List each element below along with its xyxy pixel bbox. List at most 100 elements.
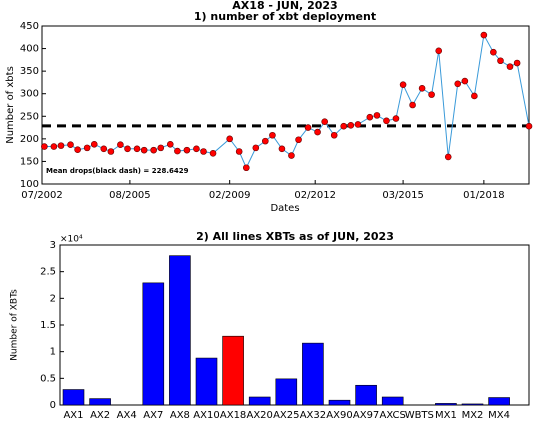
x-tick-label: AX32 — [300, 410, 326, 421]
data-point — [409, 101, 416, 109]
data-point — [50, 143, 58, 150]
y-tick-label: 300 — [20, 89, 39, 100]
bar — [461, 403, 484, 406]
bar — [142, 282, 165, 406]
data-point — [461, 77, 469, 85]
x-tick-label: 08/2005 — [109, 190, 151, 201]
data-point — [235, 148, 243, 155]
bar — [435, 403, 457, 406]
data-point — [183, 146, 191, 154]
bar — [275, 378, 298, 406]
data-point — [304, 124, 312, 131]
y-multiplier: ×10⁴ — [60, 235, 83, 245]
data-point — [525, 122, 533, 130]
data-point — [124, 145, 131, 153]
x-tick-label: MX1 — [435, 410, 457, 421]
x-axis-label: Dates — [270, 203, 299, 214]
data-point — [392, 115, 400, 122]
x-tick-label: WBTS — [405, 410, 434, 421]
data-line — [44, 33, 530, 169]
data-point — [166, 140, 174, 148]
bar — [381, 396, 404, 406]
bar — [488, 397, 510, 406]
data-point — [133, 145, 141, 153]
data-point — [330, 131, 338, 139]
data-point — [366, 113, 374, 121]
data-point — [399, 81, 407, 88]
chart-title: AX18 - JUN, 2023 — [232, 0, 337, 12]
data-point — [314, 128, 321, 136]
data-point — [295, 136, 302, 144]
bar — [195, 357, 218, 406]
data-point — [67, 141, 74, 149]
y-tick-label: 200 — [20, 134, 39, 145]
data-point — [490, 48, 497, 56]
x-tick-label: AX97 — [353, 410, 379, 421]
x-tick-label: 01/2018 — [463, 190, 505, 201]
y-tick-label: 450 — [20, 21, 39, 32]
chart-title: 2) All lines XBTs as of JUN, 2023 — [196, 230, 394, 243]
x-tick-label: 02/2012 — [294, 190, 336, 201]
data-point — [262, 137, 269, 145]
y-tick-label: 250 — [20, 111, 39, 122]
y-tick-label: 350 — [20, 66, 39, 77]
bar — [302, 342, 324, 406]
data-point — [83, 144, 91, 152]
data-point — [506, 63, 514, 70]
x-tick-label: 02/2009 — [209, 190, 251, 201]
y-tick-label: 100 — [20, 179, 39, 190]
x-tick-label: AX25 — [273, 410, 299, 421]
data-point — [354, 121, 362, 128]
data-point — [150, 146, 157, 154]
data-point — [117, 141, 124, 149]
data-point — [90, 140, 98, 148]
y-tick-label: 2 — [50, 293, 56, 304]
data-point — [444, 153, 452, 161]
y-tick-label: 400 — [20, 44, 39, 55]
y-tick-label: 0 — [50, 400, 56, 411]
data-point — [454, 80, 462, 88]
x-tick-label: AX8 — [170, 410, 190, 421]
data-point — [428, 91, 435, 98]
data-point — [193, 145, 200, 153]
chart-subtitle: 1) number of xbt deployment — [194, 10, 376, 23]
x-tick-label: 07/2002 — [21, 190, 63, 201]
plot-frame — [41, 25, 530, 185]
x-tick-label: AX4 — [117, 410, 137, 421]
data-point — [383, 117, 390, 125]
data-point — [107, 148, 115, 155]
data-point — [497, 57, 504, 65]
data-point — [252, 144, 260, 152]
x-tick-label: AX1 — [63, 410, 83, 421]
bar — [248, 396, 271, 406]
y-axis-label: Number of xbts — [5, 66, 16, 144]
bar — [355, 384, 377, 406]
bar — [62, 389, 85, 406]
data-point — [174, 147, 181, 155]
y-tick-label: 2.5 — [40, 267, 56, 278]
x-tick-label: AX90 — [326, 410, 352, 421]
data-point — [157, 144, 165, 152]
data-point — [140, 146, 148, 154]
data-point — [480, 31, 488, 39]
bar — [89, 398, 111, 406]
data-point — [226, 135, 233, 143]
x-tick-label: 03/2015 — [382, 190, 424, 201]
bar — [328, 399, 351, 406]
data-point — [373, 112, 381, 119]
x-tick-label: AX10 — [193, 410, 219, 421]
data-point — [471, 92, 478, 100]
data-point — [100, 145, 108, 153]
data-point — [74, 146, 81, 153]
data-point — [243, 164, 250, 172]
x-tick-label: AX18 — [220, 410, 246, 421]
data-point — [288, 152, 295, 159]
data-point — [321, 118, 328, 126]
data-point — [513, 59, 521, 67]
y-tick-label: 1 — [50, 347, 56, 358]
data-point — [57, 142, 65, 149]
bar — [222, 335, 244, 406]
data-point — [200, 148, 207, 155]
data-point — [418, 84, 426, 92]
